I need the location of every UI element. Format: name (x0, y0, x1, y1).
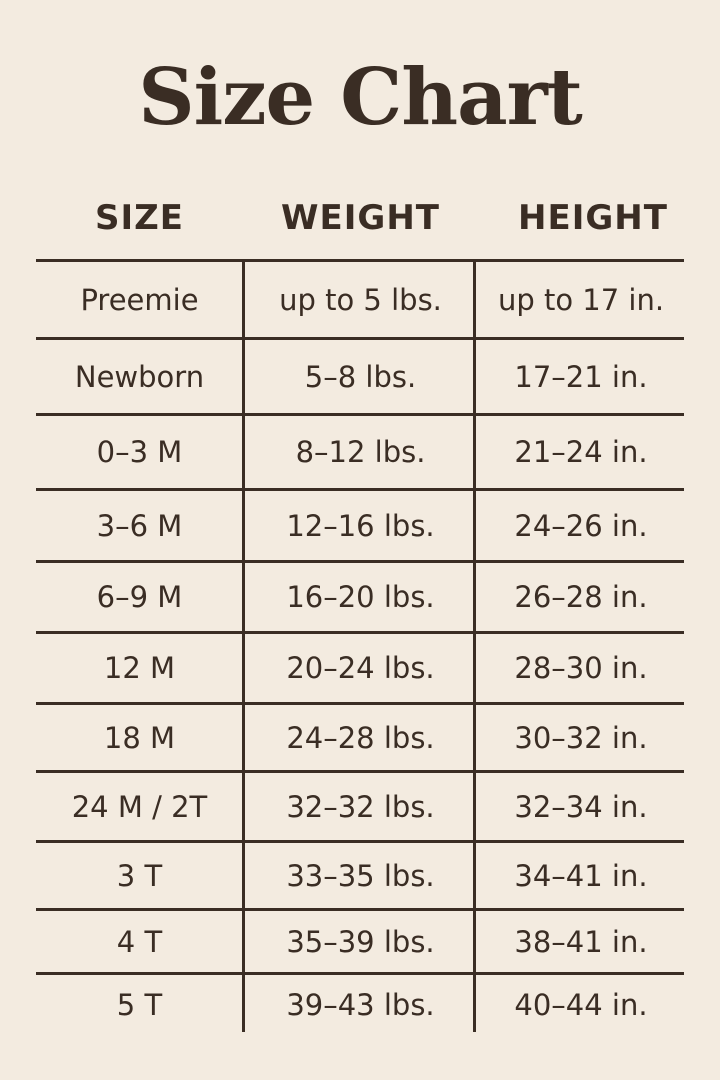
cell-size: 12 M (103, 651, 176, 685)
cell-height: 26–28 in. (514, 580, 648, 614)
row-divider (36, 631, 684, 634)
cell-height: 17–21 in. (514, 359, 648, 394)
cell-weight: up to 5 lbs. (279, 282, 442, 317)
cell-height: 28–30 in. (514, 651, 648, 685)
cell-size: 5 T (116, 987, 163, 1022)
cell-weight: 20–24 lbs. (286, 651, 435, 685)
cell-size: 0–3 M (96, 435, 183, 469)
cell-weight: 8–12 lbs. (295, 435, 426, 469)
row-divider (36, 560, 684, 563)
cell-weight: 32–32 lbs. (286, 789, 435, 824)
row-divider (36, 259, 684, 262)
row-divider (36, 972, 684, 975)
header-weight: WEIGHT (281, 198, 440, 238)
cell-size: Newborn (74, 359, 205, 394)
cell-weight: 16–20 lbs. (286, 580, 435, 614)
cell-height: up to 17 in. (497, 282, 665, 317)
cell-weight: 35–39 lbs. (286, 924, 435, 959)
row-divider (36, 337, 684, 340)
cell-height: 32–34 in. (514, 789, 648, 824)
cell-weight: 24–28 lbs. (286, 720, 435, 755)
cell-weight: 5–8 lbs. (304, 359, 417, 394)
cell-height: 40–44 in. (514, 987, 648, 1022)
row-divider (36, 840, 684, 843)
header-size: SIZE (94, 198, 185, 238)
cell-height: 24–26 in. (514, 508, 648, 543)
row-divider (36, 488, 684, 491)
column-divider (473, 260, 476, 1032)
page-title: Size Chart (138, 52, 583, 143)
cell-height: 21–24 in. (514, 435, 648, 469)
cell-weight: 39–43 lbs. (286, 987, 435, 1022)
cell-size: 18 M (103, 720, 176, 755)
column-divider (242, 260, 245, 1032)
cell-size: Preemie (80, 282, 199, 317)
cell-height: 38–41 in. (514, 924, 648, 959)
row-divider (36, 702, 684, 705)
cell-height: 30–32 in. (514, 720, 648, 755)
row-divider (36, 908, 684, 911)
cell-size: 3–6 M (96, 508, 183, 543)
cell-height: 34–41 in. (514, 858, 648, 893)
cell-weight: 12–16 lbs. (286, 508, 435, 543)
cell-size: 3 T (116, 858, 163, 893)
row-divider (36, 413, 684, 416)
cell-size: 24 M / 2T (71, 789, 208, 824)
row-divider (36, 770, 684, 773)
header-height: HEIGHT (518, 198, 668, 238)
cell-size: 6–9 M (96, 580, 183, 614)
cell-weight: 33–35 lbs. (286, 858, 435, 893)
cell-size: 4 T (116, 924, 163, 959)
